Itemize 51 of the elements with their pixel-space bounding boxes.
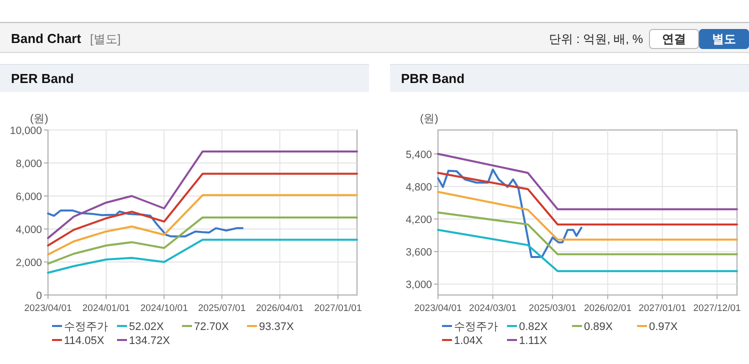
x-tick-label: 2023/04/01 <box>24 303 72 314</box>
x-tick-label: 2023/04/01 <box>414 303 462 314</box>
line-series <box>47 216 358 265</box>
line-series <box>47 238 358 274</box>
legend-label: 수정주가 <box>64 321 108 333</box>
y-tick-label: 10,000 <box>10 125 42 137</box>
legend-label: 0.89X <box>584 321 614 333</box>
x-tick-label: 2024/03/01 <box>469 303 517 314</box>
x-tick-label: 2025/07/01 <box>198 303 246 314</box>
x-tick-label: 2027/01/01 <box>638 303 686 314</box>
y-tick-label: 2,000 <box>16 257 42 269</box>
line-series <box>47 172 358 246</box>
text: 별도 <box>712 32 736 46</box>
line-series <box>47 210 244 238</box>
line-series <box>47 194 358 256</box>
legend-label: 수정주가 <box>454 321 498 333</box>
legend-label: 0.97X <box>649 321 678 333</box>
chart-title: PBR Band <box>401 71 465 86</box>
x-tick-label: 2025/03/01 <box>528 303 576 314</box>
y-tick-label: 8,000 <box>16 158 42 170</box>
x-tick-label: 2024/01/01 <box>82 303 130 314</box>
legend-label: 1.04X <box>454 335 484 347</box>
line-series <box>47 150 358 240</box>
legend-label: 52.02X <box>129 321 165 333</box>
text: 연결 <box>662 32 686 46</box>
y-tick-label: 4,800 <box>406 181 432 194</box>
y-axis-title: (원) <box>30 113 48 125</box>
y-tick-label: 4,200 <box>406 214 432 226</box>
y-tick-label: 0 <box>36 290 42 302</box>
text: 단위 : 억원, 배, % <box>548 32 644 46</box>
x-tick-label: 2027/12/01 <box>693 303 741 314</box>
legend-label: 114.05X <box>64 335 105 347</box>
x-tick-label: 2026/02/01 <box>584 303 632 314</box>
text: [별도] <box>90 32 121 46</box>
legend-label: 72.70X <box>194 321 230 333</box>
line-series <box>437 168 582 258</box>
x-tick-label: 2024/10/01 <box>140 303 188 314</box>
x-tick-label: 2026/04/01 <box>256 303 304 314</box>
y-tick-label: 3,000 <box>406 279 432 292</box>
x-tick-label: 2027/01/01 <box>314 303 362 314</box>
legend-label: 1.11X <box>519 335 548 347</box>
legend-label: 0.82X <box>519 321 548 333</box>
legend-label: 134.72X <box>129 335 171 347</box>
y-tick-label: 4,000 <box>16 224 42 236</box>
legend-label: 93.37X <box>259 321 295 333</box>
chart-title: PER Band <box>11 71 74 86</box>
y-tick-label: 5,400 <box>406 148 432 161</box>
y-axis-title: (원) <box>420 113 438 125</box>
y-tick-label: 3,600 <box>406 246 432 259</box>
y-tick-label: 6,000 <box>16 191 42 203</box>
text: Band Chart <box>11 31 82 46</box>
